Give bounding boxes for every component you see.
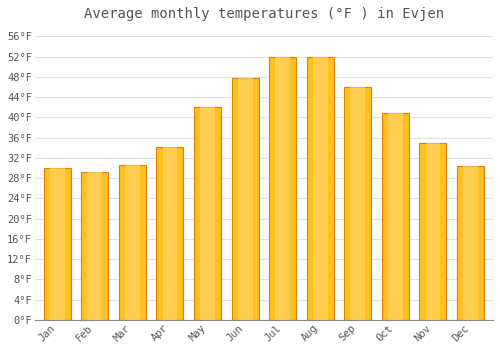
Bar	[313, 57, 328, 320]
Bar	[275, 57, 290, 320]
Bar	[50, 168, 64, 320]
Bar	[194, 107, 221, 320]
Bar	[420, 143, 446, 320]
Bar	[463, 166, 478, 320]
Bar	[306, 57, 334, 320]
Bar	[426, 143, 440, 320]
Bar	[457, 166, 484, 320]
Bar	[238, 78, 252, 320]
Bar	[88, 172, 102, 320]
Bar	[269, 57, 296, 320]
Bar	[162, 147, 178, 320]
Bar	[119, 164, 146, 320]
Bar	[125, 164, 140, 320]
Bar	[200, 107, 215, 320]
Bar	[232, 78, 258, 320]
Title: Average monthly temperatures (°F ) in Evjen: Average monthly temperatures (°F ) in Ev…	[84, 7, 444, 21]
Bar	[388, 113, 403, 320]
Bar	[44, 168, 71, 320]
Bar	[382, 113, 409, 320]
Bar	[156, 147, 184, 320]
Bar	[344, 87, 372, 320]
Bar	[350, 87, 365, 320]
Bar	[82, 172, 108, 320]
